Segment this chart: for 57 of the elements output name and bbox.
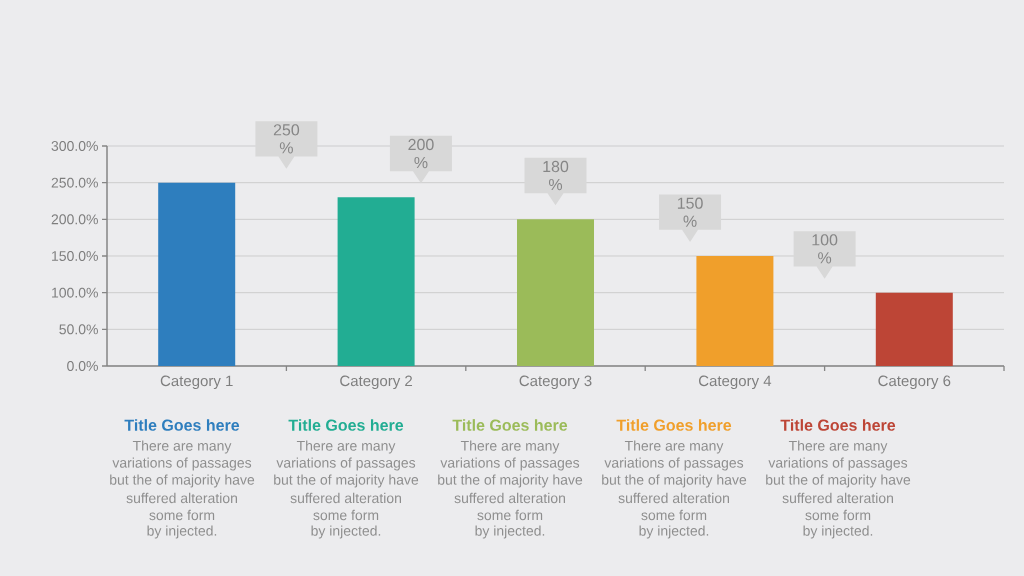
text: suffered alteration <box>454 492 565 504</box>
text: some form <box>805 509 871 521</box>
y-tick-label: 0.0% <box>67 361 98 371</box>
y-tick-label: 150.0% <box>52 251 98 261</box>
y-tick-label: 200.0% <box>51 214 98 225</box>
text: variations of passages <box>440 457 580 471</box>
bar <box>696 256 774 366</box>
text: by injected. <box>311 525 381 539</box>
text: suffered alteration <box>782 492 893 504</box>
y-tick-label: 50.0% <box>59 324 98 335</box>
annotation: 150 % <box>677 197 703 227</box>
text: Title Goes here <box>780 419 896 431</box>
x-tick-label: Category 1 <box>160 375 233 390</box>
bar <box>158 182 236 366</box>
text: Title Goes here <box>288 419 404 431</box>
text: Title Goes here <box>616 419 732 431</box>
text: suffered alteration <box>618 492 729 504</box>
x-tick-label: Category 4 <box>698 375 772 390</box>
text: suffered alteration <box>126 492 237 504</box>
text: suffered alteration <box>290 492 401 504</box>
annotation: 100 % <box>812 234 838 264</box>
text: There are many <box>132 440 232 454</box>
text: There are many <box>624 440 724 454</box>
y-tick-label: 250.0% <box>51 177 98 188</box>
y-tick-label: 100.0% <box>52 287 98 298</box>
text: but the of majority have <box>274 474 419 488</box>
text: but the of majority have <box>110 474 255 488</box>
x-tick-label: Category 3 <box>519 375 592 390</box>
text: Title Goes here <box>452 419 568 431</box>
x-tick-label: Category 2 <box>340 375 413 390</box>
text: by injected. <box>639 525 709 539</box>
text: some form <box>149 509 215 521</box>
text: Title Goes here <box>124 419 240 431</box>
text: variations of passages <box>604 457 744 471</box>
text: variations of passages <box>276 457 416 471</box>
text: There are many <box>788 440 888 454</box>
text: There are many <box>296 440 396 454</box>
annotation: 180 % <box>543 160 569 191</box>
text: but the of majority have <box>766 474 911 488</box>
annotation: 200 % <box>408 138 434 169</box>
text: but the of majority have <box>602 474 747 488</box>
text: by injected. <box>475 525 545 539</box>
text: variations of passages <box>112 457 252 471</box>
x-tick-label: Category 6 <box>878 375 951 390</box>
bar <box>875 292 953 366</box>
y-tick-label: 300.0% <box>51 141 98 151</box>
bar <box>517 219 595 366</box>
annotation: 250 % <box>273 124 300 154</box>
text: There are many <box>460 440 560 454</box>
text: by injected. <box>803 525 873 539</box>
text: but the of majority have <box>438 474 583 488</box>
text: variations of passages <box>768 457 908 471</box>
text: some form <box>313 509 379 521</box>
text: some form <box>641 509 707 521</box>
bar <box>337 197 415 366</box>
text: some form <box>477 509 543 521</box>
text: by injected. <box>147 525 217 539</box>
